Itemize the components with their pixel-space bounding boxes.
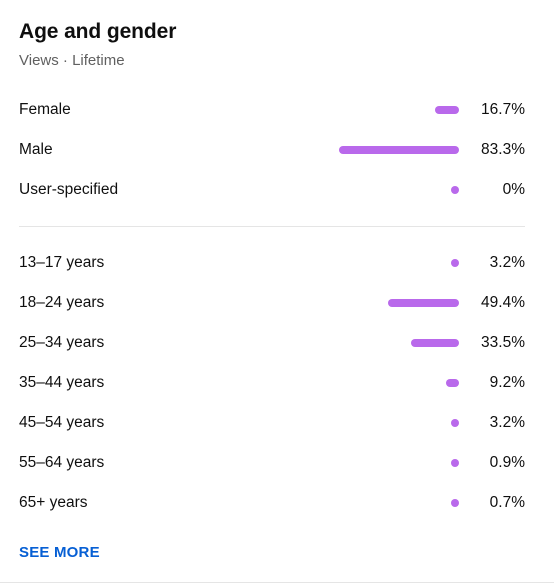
row-label: User-specified xyxy=(19,181,119,198)
breakdown-row: 65+ years 0.7% xyxy=(19,491,525,515)
percentage-bar xyxy=(445,379,459,387)
row-label: 25–34 years xyxy=(19,334,105,351)
row-label: 13–17 years xyxy=(19,254,105,271)
percentage-bar xyxy=(451,499,459,507)
row-percentage: 0.7% xyxy=(489,494,525,511)
breakdown-row: 25–34 years 33.5% xyxy=(19,331,525,355)
percentage-bar xyxy=(434,106,459,114)
row-label: 18–24 years xyxy=(19,294,105,311)
row-percentage: 33.5% xyxy=(481,334,525,351)
row-percentage: 3.2% xyxy=(489,414,525,431)
card-subtitle: Views · Lifetime xyxy=(19,52,125,69)
percentage-bar xyxy=(339,146,459,154)
row-label: Male xyxy=(19,141,53,158)
card-bottom-border xyxy=(0,582,554,583)
percentage-bar xyxy=(451,186,459,194)
breakdown-row: 18–24 years 49.4% xyxy=(19,291,525,315)
breakdown-row: Male 83.3% xyxy=(19,138,525,162)
row-label: 35–44 years xyxy=(19,374,105,391)
breakdown-row: 35–44 years 9.2% xyxy=(19,371,525,395)
breakdown-row: 13–17 years 3.2% xyxy=(19,251,525,275)
percentage-bar xyxy=(387,299,459,307)
percentage-bar xyxy=(410,339,459,347)
breakdown-row: 45–54 years 3.2% xyxy=(19,411,525,435)
row-label: 65+ years xyxy=(19,494,88,511)
row-percentage: 0.9% xyxy=(489,454,525,471)
row-label: 45–54 years xyxy=(19,414,105,431)
row-label: Female xyxy=(19,101,71,118)
breakdown-row: 55–64 years 0.9% xyxy=(19,451,525,475)
breakdown-row: Female 16.7% xyxy=(19,98,525,122)
see-more-link[interactable]: SEE MORE xyxy=(19,544,100,561)
row-percentage: 3.2% xyxy=(489,254,525,271)
row-label: 55–64 years xyxy=(19,454,105,471)
section-divider xyxy=(19,226,525,227)
row-percentage: 0% xyxy=(502,181,525,198)
row-percentage: 49.4% xyxy=(481,294,525,311)
card-title: Age and gender xyxy=(19,20,177,43)
percentage-bar xyxy=(451,259,459,267)
percentage-bar xyxy=(451,419,459,427)
row-percentage: 83.3% xyxy=(481,141,525,158)
row-percentage: 9.2% xyxy=(489,374,525,391)
percentage-bar xyxy=(451,459,459,467)
breakdown-row: User-specified 0% xyxy=(19,178,525,202)
row-percentage: 16.7% xyxy=(481,101,525,118)
